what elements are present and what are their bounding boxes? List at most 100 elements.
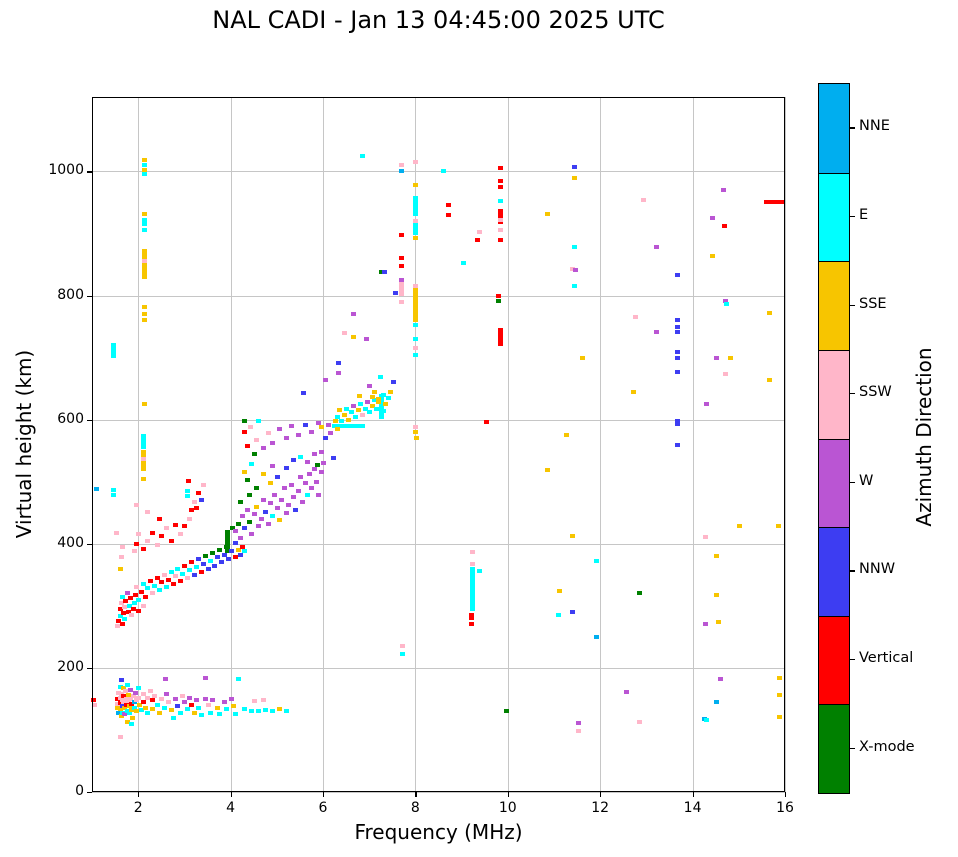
echo-point: [123, 689, 129, 694]
echo-point: [776, 693, 782, 698]
echo-point: [205, 703, 211, 708]
echo-point: [177, 532, 183, 537]
echo-point: [256, 708, 262, 713]
colorbar-tick-mark: [850, 659, 855, 661]
x-tick-mark: [507, 792, 509, 797]
echo-point: [277, 518, 283, 523]
colorbar-tick-mark: [850, 127, 855, 129]
echo-point: [336, 370, 342, 375]
echo-point: [217, 547, 223, 552]
echo-point: [284, 510, 290, 515]
echo-point: [277, 707, 283, 712]
echo-point: [716, 619, 721, 624]
echo-point: [290, 495, 296, 500]
echo-point: [381, 392, 387, 397]
echo-point: [235, 521, 241, 526]
echo-point: [318, 449, 324, 454]
echo-point: [150, 591, 156, 596]
echo-point: [413, 160, 419, 165]
colorbar-label-nnw: NNW: [859, 561, 896, 578]
echo-point: [674, 330, 680, 335]
echo-point: [156, 516, 162, 521]
x-gridline: [230, 97, 232, 792]
echo-point: [399, 652, 405, 657]
echo-point: [413, 425, 419, 430]
echo-point: [484, 419, 490, 424]
echo-point: [240, 514, 246, 519]
echo-point: [474, 237, 480, 242]
echo-point: [244, 507, 250, 512]
echo-point: [290, 458, 296, 462]
echo-point: [118, 677, 124, 682]
echo-point: [136, 695, 142, 700]
echo-point: [348, 410, 354, 415]
echo-point: [124, 591, 130, 596]
echo-point: [254, 437, 259, 442]
echo-point: [360, 153, 366, 158]
echo-point: [701, 716, 707, 721]
echo-point: [337, 408, 343, 413]
echo-point: [196, 557, 202, 562]
echo-point: [318, 470, 324, 475]
echo-point: [125, 698, 131, 703]
echo-vbar: [142, 253, 148, 279]
x-tick-label: 8: [410, 800, 420, 816]
echo-point: [341, 330, 347, 335]
echo-point: [353, 414, 359, 419]
echo-point: [116, 690, 122, 695]
echo-point: [702, 621, 708, 626]
echo-point: [325, 422, 331, 427]
echo-point: [624, 690, 630, 695]
colorbar-tick-mark: [850, 215, 855, 218]
echo-point: [168, 569, 174, 574]
echo-point: [674, 422, 680, 427]
x-tick-mark: [785, 792, 787, 797]
y-gridline: [92, 419, 785, 421]
echo-point: [351, 335, 357, 340]
echo-point: [241, 418, 247, 423]
echo-point: [497, 165, 503, 170]
y-tick-label: 800: [57, 286, 84, 303]
echo-point: [497, 178, 503, 183]
colorbar-tick-mark: [850, 304, 855, 306]
echo-point: [316, 420, 322, 425]
x-tick-label: 14: [683, 800, 702, 816]
echo-point: [309, 430, 315, 435]
echo-point: [237, 499, 243, 504]
echo-point: [371, 397, 377, 402]
echo-point: [392, 291, 398, 296]
echo-point: [140, 582, 146, 587]
echo-point: [304, 459, 310, 464]
echo-point: [242, 470, 248, 475]
echo-point: [334, 426, 340, 431]
echo-point: [117, 734, 123, 739]
echo-point: [316, 493, 322, 498]
echo-point: [126, 692, 132, 697]
echo-vbar: [225, 530, 231, 554]
colorbar-segment-e: [819, 172, 849, 262]
echo-point: [713, 355, 719, 360]
echo-point: [570, 610, 576, 615]
echo-point: [357, 402, 363, 407]
echo-point: [304, 493, 310, 498]
echo-point: [497, 228, 503, 233]
echo-point: [229, 526, 235, 531]
echo-point: [314, 462, 320, 467]
echo-point: [166, 700, 172, 705]
echo-point: [152, 693, 158, 698]
echo-point: [674, 325, 680, 330]
echo-point: [571, 175, 577, 180]
echo-point: [265, 521, 271, 526]
echo-point: [150, 530, 156, 535]
y-tick-label: 1000: [48, 162, 84, 179]
echo-point: [469, 549, 475, 554]
echo-point: [270, 513, 276, 518]
echo-point: [723, 302, 729, 307]
y-tick-label: 200: [57, 658, 84, 675]
echo-point: [143, 594, 149, 599]
echo-point: [263, 509, 269, 514]
echo-point: [117, 606, 123, 611]
echo-point: [123, 703, 129, 708]
colorbar-tick-mark: [850, 481, 855, 483]
echo-point: [191, 710, 197, 715]
